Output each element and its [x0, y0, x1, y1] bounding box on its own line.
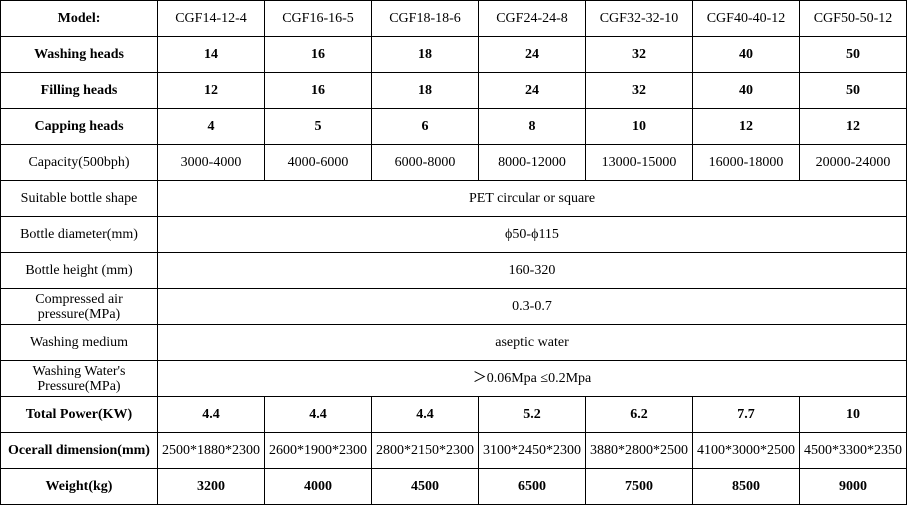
table-row: Compressed air pressure(MPa) 0.3-0.7: [0, 288, 907, 325]
value-cell: 3200: [157, 468, 265, 505]
value-cell: 4.4: [157, 396, 265, 433]
value-cell: 24: [478, 36, 586, 73]
row-label: Total Power(KW): [0, 396, 158, 433]
value-cell: 10: [799, 396, 907, 433]
model-header: CGF50-50-12: [799, 0, 907, 37]
value-cell: 50: [799, 36, 907, 73]
value-cell: 5: [264, 108, 372, 145]
value-cell: 14: [157, 36, 265, 73]
value-cell: 6000-8000: [371, 144, 479, 181]
value-cell: 9000: [799, 468, 907, 505]
model-header: CGF14-12-4: [157, 0, 265, 37]
row-label: Suitable bottle shape: [0, 180, 158, 217]
model-header: CGF32-32-10: [585, 0, 693, 37]
table-row: Suitable bottle shape PET circular or squ…: [0, 180, 907, 217]
value-cell: 4500*3300*2350: [799, 432, 907, 469]
row-label: Ocerall dimension(mm): [0, 432, 158, 469]
value-cell: 16: [264, 72, 372, 109]
value-cell: 40: [692, 72, 800, 109]
value-cell: 20000-24000: [799, 144, 907, 181]
row-label: Weight(kg): [0, 468, 158, 505]
value-cell: 10: [585, 108, 693, 145]
value-cell: 50: [799, 72, 907, 109]
value-cell: 4000: [264, 468, 372, 505]
value-cell: 6: [371, 108, 479, 145]
table-row: Capping heads 4 5 6 8 10 12 12: [0, 108, 907, 145]
row-label: Capacity(500bph): [0, 144, 158, 181]
spanned-value: PET circular or square: [157, 180, 907, 217]
row-label: Bottle height (mm): [0, 252, 158, 289]
value-cell: 7500: [585, 468, 693, 505]
value-cell: 8000-12000: [478, 144, 586, 181]
value-cell: 6500: [478, 468, 586, 505]
table-row: Filling heads 12 16 18 24 32 40 50: [0, 72, 907, 109]
row-label: Filling heads: [0, 72, 158, 109]
table-row: Washing heads 14 16 18 24 32 40 50: [0, 36, 907, 73]
value-cell: 8: [478, 108, 586, 145]
value-cell: 12: [799, 108, 907, 145]
row-label: Washing Water's Pressure(MPa): [0, 360, 158, 397]
value-cell: 4100*3000*2500: [692, 432, 800, 469]
row-label: Compressed air pressure(MPa): [0, 288, 158, 325]
value-cell: 4000-6000: [264, 144, 372, 181]
table-row: Weight(kg) 3200 4000 4500 6500 7500 8500 9000: [0, 468, 907, 505]
value-cell: 16000-18000: [692, 144, 800, 181]
value-cell: 2500*1880*2300: [157, 432, 265, 469]
value-cell: 2600*1900*2300: [264, 432, 372, 469]
spanned-value: 160-320: [157, 252, 907, 289]
value-cell: 4: [157, 108, 265, 145]
value-cell: 12: [692, 108, 800, 145]
value-cell: 16: [264, 36, 372, 73]
value-cell: 12: [157, 72, 265, 109]
table-row: Ocerall dimension(mm) 2500*1880*2300 2600*…: [0, 432, 907, 469]
table-row: Bottle height (mm) 160-320: [0, 252, 907, 289]
row-label: Bottle diameter(mm): [0, 216, 158, 253]
row-label: Capping heads: [0, 108, 158, 145]
value-cell: 13000-15000: [585, 144, 693, 181]
value-cell: 4.4: [371, 396, 479, 433]
value-cell: 5.2: [478, 396, 586, 433]
value-cell: 2800*2150*2300: [371, 432, 479, 469]
spanned-value: ϕ50-ϕ115: [157, 216, 907, 253]
value-cell: 18: [371, 72, 479, 109]
value-cell: 32: [585, 36, 693, 73]
model-header: CGF24-24-8: [478, 0, 586, 37]
value-cell: 24: [478, 72, 586, 109]
table-row: Bottle diameter(mm) ϕ50-ϕ115: [0, 216, 907, 253]
table-row: Washing medium aseptic water: [0, 324, 907, 361]
model-header: CGF18-18-6: [371, 0, 479, 37]
value-cell: 4500: [371, 468, 479, 505]
header-row: Model: CGF14-12-4 CGF16-16-5 CGF18-18-6 CGF2…: [0, 0, 907, 37]
model-header: CGF40-40-12: [692, 0, 800, 37]
model-header: CGF16-16-5: [264, 0, 372, 37]
row-label: Model:: [0, 0, 158, 37]
table-row: Capacity(500bph) 3000-4000 4000-6000 6000-8…: [0, 144, 907, 181]
value-cell: 3000-4000: [157, 144, 265, 181]
value-cell: 6.2: [585, 396, 693, 433]
spanned-value: aseptic water: [157, 324, 907, 361]
table-row: Washing Water's Pressure(MPa) ＞0.06Mpa ≤0…: [0, 360, 907, 397]
value-cell: 32: [585, 72, 693, 109]
value-cell: 3100*2450*2300: [478, 432, 586, 469]
row-label: Washing medium: [0, 324, 158, 361]
row-label: Washing heads: [0, 36, 158, 73]
value-cell: 8500: [692, 468, 800, 505]
value-cell: 7.7: [692, 396, 800, 433]
value-cell: 40: [692, 36, 800, 73]
value-cell: 4.4: [264, 396, 372, 433]
value-cell: 18: [371, 36, 479, 73]
value-cell: 3880*2800*2500: [585, 432, 693, 469]
spanned-value: 0.3-0.7: [157, 288, 907, 325]
spanned-value: ＞0.06Mpa ≤0.2Mpa: [157, 360, 907, 397]
table-row: Total Power(KW) 4.4 4.4 4.4 5.2 6.2 7.7 10: [0, 396, 907, 433]
